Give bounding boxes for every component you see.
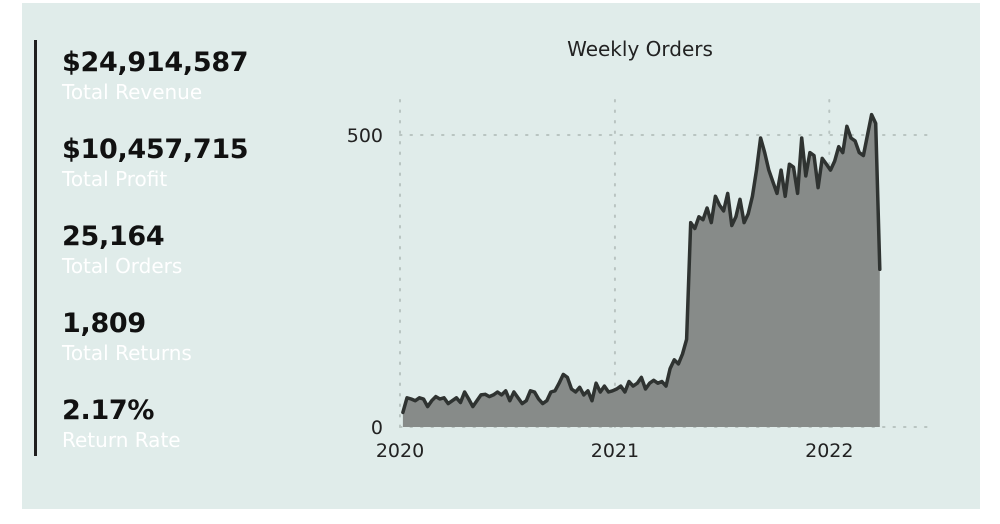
kpi-value: 2.17% bbox=[62, 395, 155, 426]
kpi-value: $24,914,587 bbox=[62, 47, 249, 78]
kpi-panel: $24,914,587 Total Revenue $10,457,715 To… bbox=[62, 46, 322, 481]
kpi-value: 1,809 bbox=[62, 308, 146, 339]
kpi-divider bbox=[34, 40, 37, 456]
kpi-value: 25,164 bbox=[62, 221, 165, 252]
x-axis-ticks: 2020 2021 2022 bbox=[376, 440, 854, 462]
x-tick-label: 2022 bbox=[805, 440, 853, 462]
kpi-label: Total Profit bbox=[62, 167, 168, 191]
kpi-label: Total Revenue bbox=[62, 80, 203, 104]
kpi-value: $10,457,715 bbox=[62, 134, 249, 165]
kpi-total-profit: $10,457,715 Total Profit bbox=[62, 133, 322, 220]
kpi-label: Total Orders bbox=[62, 254, 183, 278]
chart-title: Weekly Orders bbox=[567, 37, 713, 61]
kpi-total-returns: 1,809 Total Returns bbox=[62, 307, 322, 394]
y-tick-label: 0 bbox=[371, 417, 383, 439]
orders-area-fill bbox=[402, 114, 880, 427]
x-tick-label: 2020 bbox=[376, 440, 424, 462]
kpi-return-rate: 2.17% Return Rate bbox=[62, 394, 322, 481]
y-tick-label: 500 bbox=[347, 125, 383, 147]
orders-series-line bbox=[401, 112, 882, 415]
kpi-label: Total Returns bbox=[62, 341, 192, 365]
kpi-total-revenue: $24,914,587 Total Revenue bbox=[62, 46, 322, 133]
chart-area-layer bbox=[401, 112, 882, 427]
x-tick-label: 2021 bbox=[591, 440, 639, 462]
y-axis-ticks: 0 500 bbox=[347, 125, 383, 439]
kpi-total-orders: 25,164 Total Orders bbox=[62, 220, 322, 307]
kpi-label: Return Rate bbox=[62, 428, 181, 452]
